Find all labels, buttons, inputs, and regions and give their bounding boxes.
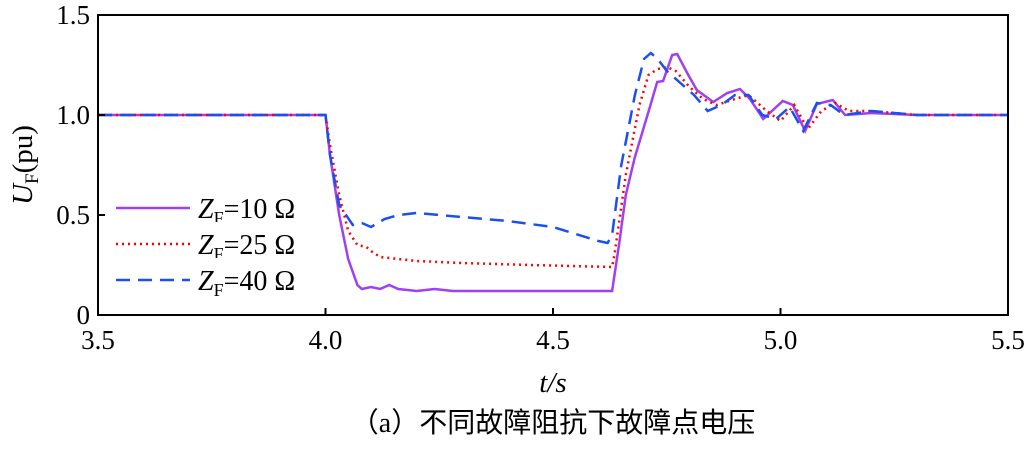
x-axis-label: t/s (539, 367, 566, 399)
y-axis-label: UF(pu) (7, 125, 43, 205)
y-tick-label: 0.5 (56, 200, 90, 230)
legend-entry: ZF=40 Ω (198, 266, 295, 300)
legend-bg (110, 258, 325, 290)
caption: （a）不同故障阻抗下故障点电压 (351, 407, 755, 439)
legend-bg (110, 222, 325, 254)
y-tick-label: 1.0 (56, 100, 90, 130)
x-tick-label: 4.5 (536, 325, 570, 355)
legend-bg (110, 186, 325, 218)
y-tick-label: 0 (77, 300, 91, 330)
series-line-2 (98, 51, 1008, 245)
y-tick-label: 1.5 (56, 0, 90, 30)
x-tick-label: 3.5 (81, 325, 115, 355)
legend-entry: ZF=10 Ω (198, 194, 295, 228)
x-tick-label: 5.0 (764, 325, 798, 355)
legend-entry: ZF=25 Ω (198, 230, 295, 264)
x-tick-label: 4.0 (309, 325, 343, 355)
x-tick-label: 5.5 (991, 325, 1025, 355)
